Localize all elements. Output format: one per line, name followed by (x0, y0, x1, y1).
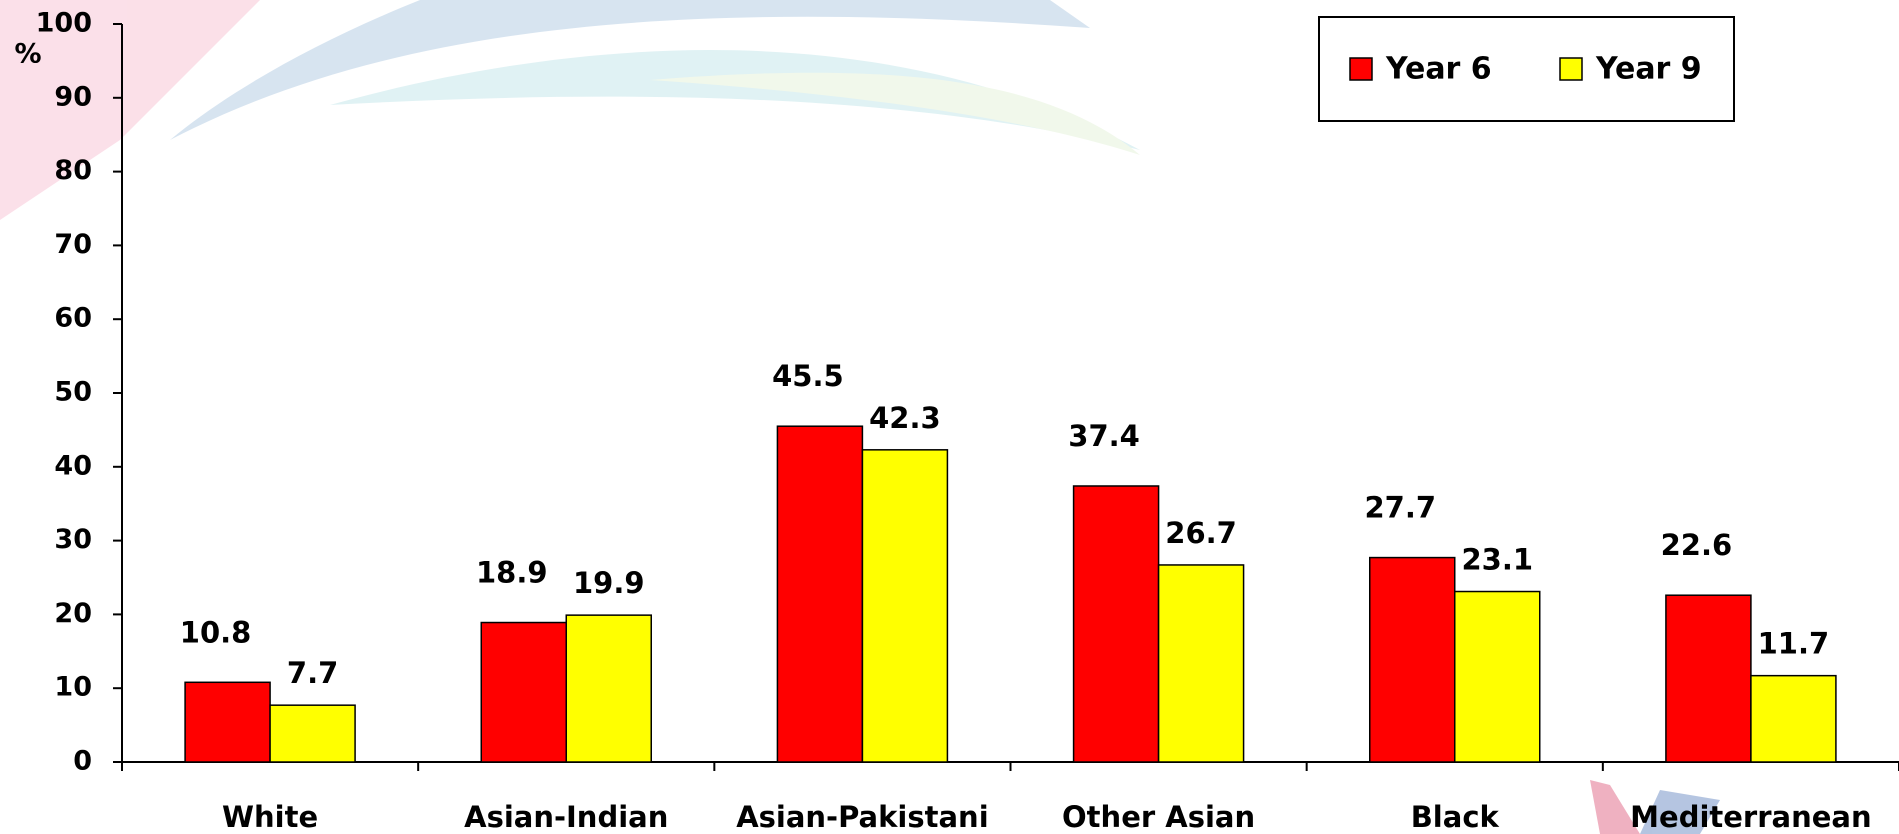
bar (1159, 565, 1244, 762)
legend-label: Year 9 (1595, 52, 1702, 87)
bar (481, 623, 566, 762)
bar (270, 705, 355, 762)
y-tick-label: 30 (54, 524, 92, 555)
bar (862, 450, 947, 762)
y-tick-label: 40 (54, 450, 92, 481)
x-tick-label: Asian-Pakistani (736, 800, 988, 834)
value-label: 45.5 (772, 359, 844, 393)
y-axis-label: % (14, 39, 41, 70)
y-tick-label: 10 (54, 672, 92, 703)
y-tick-label: 20 (54, 598, 92, 629)
bar (1370, 558, 1455, 762)
value-label: 11.7 (1758, 627, 1830, 661)
bar (185, 682, 270, 762)
value-label: 26.7 (1165, 516, 1237, 550)
value-label: 18.9 (476, 556, 548, 590)
y-tick-label: 60 (54, 303, 92, 334)
x-tick-label: Other Asian (1062, 800, 1255, 834)
bar (1751, 676, 1836, 762)
legend-swatch (1350, 58, 1372, 80)
bar (566, 615, 651, 762)
bar (1455, 592, 1540, 762)
legend: Year 6 Year 9 (1319, 17, 1734, 121)
value-label: 27.7 (1364, 491, 1436, 525)
chart: % Year 6 Year 9 0 10 20 30 40 50 60 70 80 90 100 Whi… (0, 0, 1899, 834)
y-tick-label: 70 (54, 229, 92, 260)
value-label: 23.1 (1461, 543, 1533, 577)
value-label: 10.8 (180, 615, 252, 649)
value-label: 42.3 (869, 401, 941, 435)
y-tick-label: 80 (54, 155, 92, 186)
legend-label: Year 6 (1385, 52, 1492, 87)
bar (1074, 486, 1159, 762)
value-label: 7.7 (287, 656, 338, 690)
x-tick-label: Asian-Indian (464, 800, 668, 834)
bar (777, 426, 862, 762)
y-tick-label: 100 (36, 8, 92, 39)
y-tick-label: 90 (54, 81, 92, 112)
x-tick-label: White (222, 800, 318, 834)
value-label: 37.4 (1068, 419, 1140, 453)
value-label: 19.9 (573, 566, 645, 600)
legend-swatch (1560, 58, 1582, 80)
x-tick-label: Black (1411, 800, 1500, 834)
y-tick-label: 0 (73, 746, 92, 777)
x-tick-label: Mediterranean (1630, 800, 1871, 834)
value-label: 22.6 (1661, 528, 1733, 562)
y-tick-label: 50 (54, 377, 92, 408)
bar (1666, 595, 1751, 762)
